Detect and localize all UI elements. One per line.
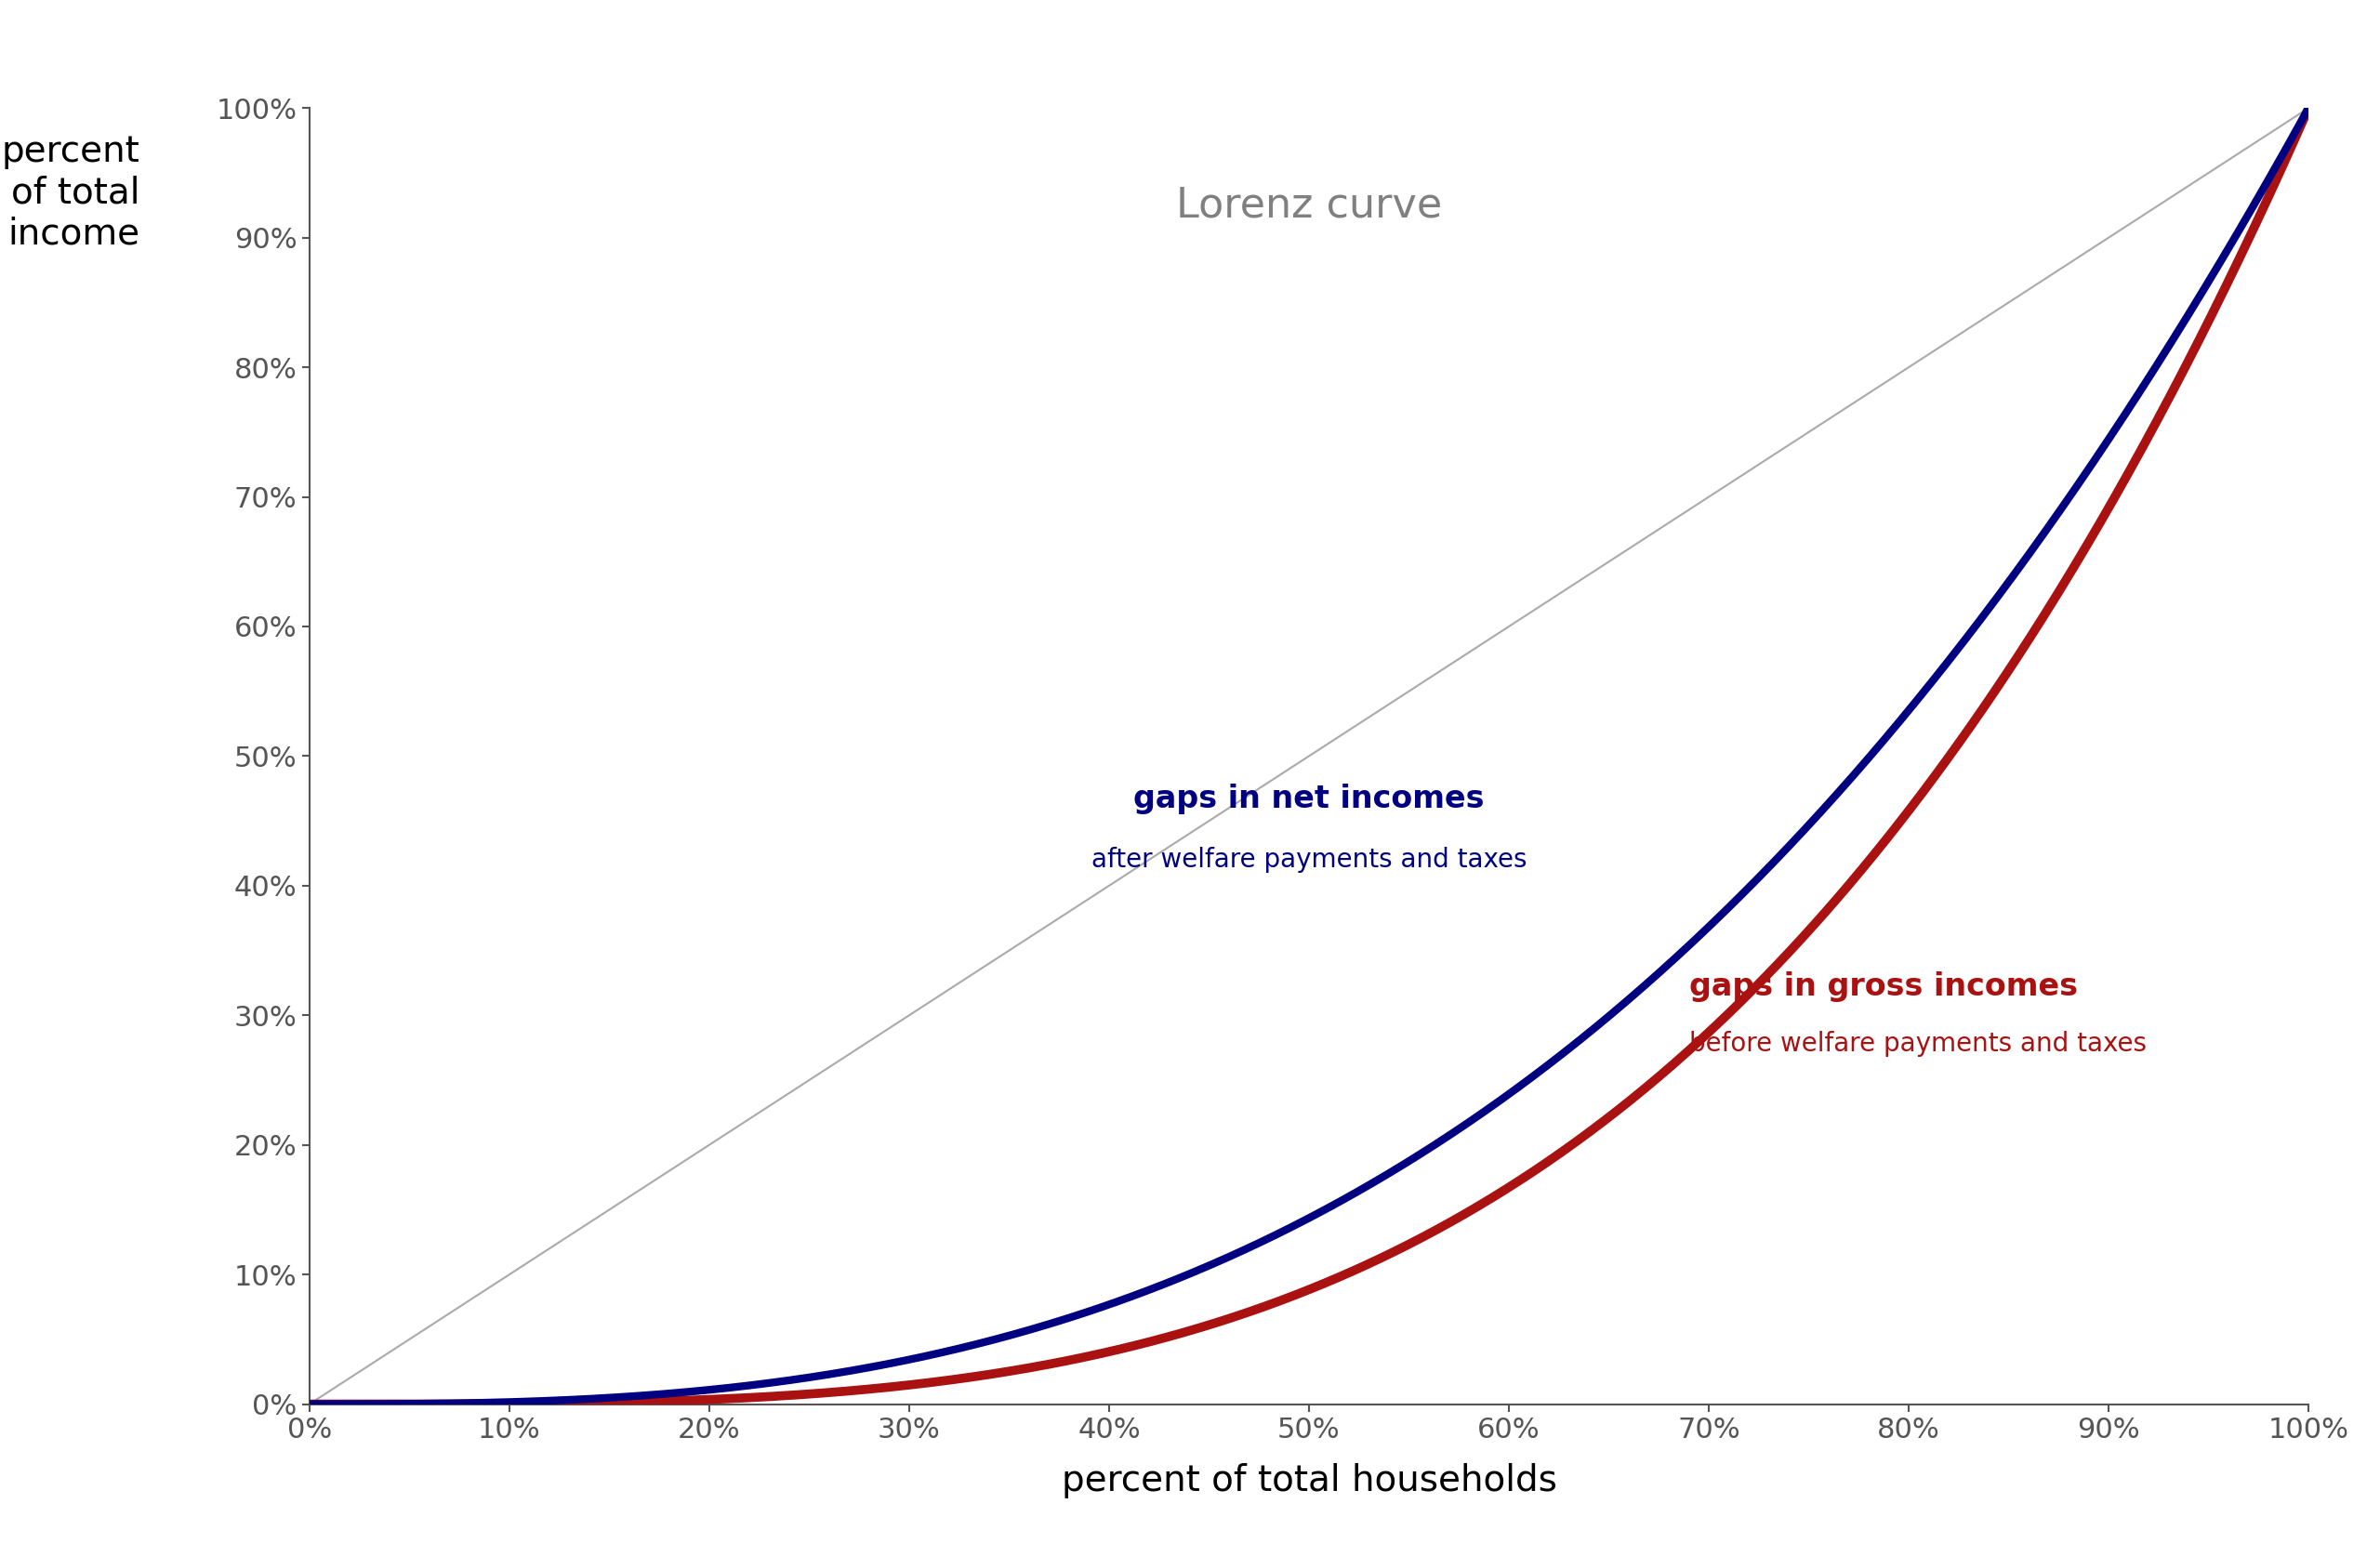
Text: Lorenz curve: Lorenz curve: [1176, 185, 1442, 225]
Text: before welfare payments and taxes: before welfare payments and taxes: [1690, 1031, 2147, 1057]
X-axis label: percent of total households: percent of total households: [1061, 1463, 1557, 1498]
Text: gaps in gross incomes: gaps in gross incomes: [1690, 972, 2078, 1003]
Y-axis label: percent
of total
income: percent of total income: [0, 134, 140, 252]
Text: gaps in net incomes: gaps in net incomes: [1133, 784, 1485, 815]
Text: after welfare payments and taxes: after welfare payments and taxes: [1090, 847, 1528, 873]
